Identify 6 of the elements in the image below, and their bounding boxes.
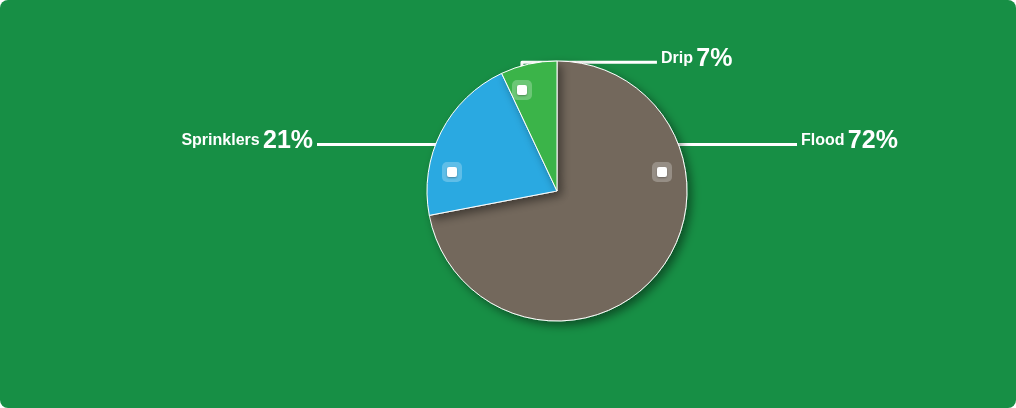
data-label: 21%: [262, 125, 314, 154]
data-label: 7%: [696, 43, 733, 72]
slice-label: Drip: [660, 48, 694, 66]
slice-label: Flood: [800, 130, 845, 148]
data-label: 72%: [847, 125, 898, 154]
slice-label: Sprinklers: [181, 130, 260, 148]
